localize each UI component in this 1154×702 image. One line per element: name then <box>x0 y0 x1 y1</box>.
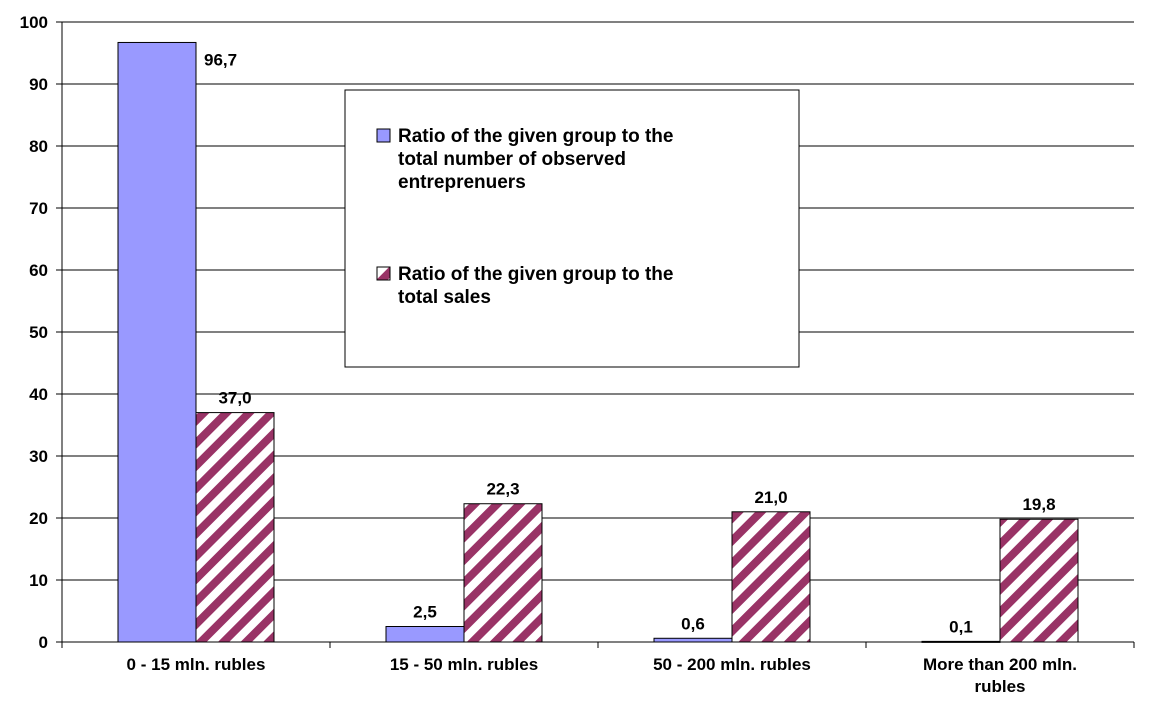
data-label: 2,5 <box>413 603 437 622</box>
bar-sales <box>731 511 811 643</box>
legend: Ratio of the given group to the total num… <box>344 89 800 368</box>
legend-entry: Ratio of the given group to the total num… <box>398 126 673 193</box>
y-tick-label: 20 <box>29 509 48 528</box>
data-label: 0,6 <box>681 614 705 633</box>
bar-entrepreneurs <box>385 626 465 643</box>
y-tick-label: 100 <box>20 13 48 32</box>
y-tick-label: 90 <box>29 75 48 94</box>
y-tick-label: 40 <box>29 385 48 404</box>
data-label: 0,1 <box>949 617 973 636</box>
y-tick-label: 10 <box>29 571 48 590</box>
data-label: 96,7 <box>204 50 237 69</box>
legend-box <box>344 89 800 368</box>
x-category-label: 15 - 50 mln. rubles <box>390 655 538 674</box>
y-tick-label: 30 <box>29 447 48 466</box>
y-tick-label: 80 <box>29 137 48 156</box>
legend-swatch <box>376 128 391 143</box>
y-tick-label: 60 <box>29 261 48 280</box>
data-label: 19,8 <box>1022 495 1055 514</box>
legend-entry: Ratio of the given group to the total sal… <box>398 264 673 308</box>
data-label: 37,0 <box>218 389 251 408</box>
axes <box>56 21 1135 648</box>
y-tick-label: 70 <box>29 199 48 218</box>
bar-sales <box>195 412 275 643</box>
legend-swatch <box>376 266 391 281</box>
bar-sales <box>999 518 1079 643</box>
data-label: 21,0 <box>754 488 787 507</box>
y-tick-label: 0 <box>39 633 48 652</box>
bar-sales <box>463 503 543 643</box>
bar-entrepreneurs <box>117 41 197 643</box>
bar-entrepreneurs <box>653 637 733 643</box>
x-category-label: More than 200 mln. rubles <box>923 655 1077 696</box>
data-label: 22,3 <box>486 480 519 499</box>
x-category-label: 50 - 200 mln. rubles <box>653 655 811 674</box>
x-category-label: 0 - 15 mln. rubles <box>127 655 266 674</box>
labels: 0 10 20 30 40 50 60 70 80 90 100 0 - 15 mln. rubles… <box>20 13 1077 696</box>
y-tick-label: 50 <box>29 323 48 342</box>
bars <box>117 41 1079 643</box>
